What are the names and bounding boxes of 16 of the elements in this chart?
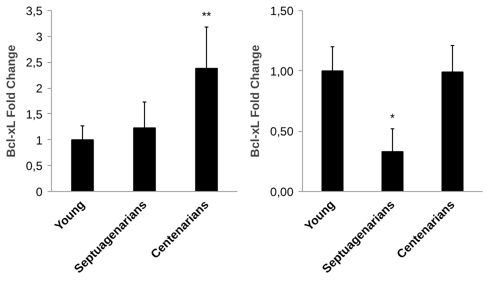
annotation: ** — [202, 9, 212, 24]
y-tick-label: 0,50 — [270, 124, 294, 139]
y-tick-label: 2,5 — [26, 56, 43, 70]
y-tick-label: 0 — [36, 185, 43, 199]
y-tick-label: 1,50 — [270, 4, 294, 18]
y-tick-label: 2 — [36, 82, 43, 96]
y-tick-label: 3 — [36, 30, 43, 44]
y-tick-label: 3,5 — [26, 4, 43, 18]
y-tick-label: 0,5 — [26, 159, 43, 174]
annotation: * — [390, 110, 396, 125]
y-tick-label: 0,00 — [270, 185, 294, 199]
y-axis-title: Bcl-xL Fold Change — [4, 44, 18, 158]
y-tick-label: 1,00 — [270, 64, 294, 78]
y-tick-label: 1,5 — [26, 107, 43, 122]
y-axis-title: Bcl-xL Fold Change — [248, 44, 262, 158]
y-tick-label: 1 — [36, 133, 43, 148]
